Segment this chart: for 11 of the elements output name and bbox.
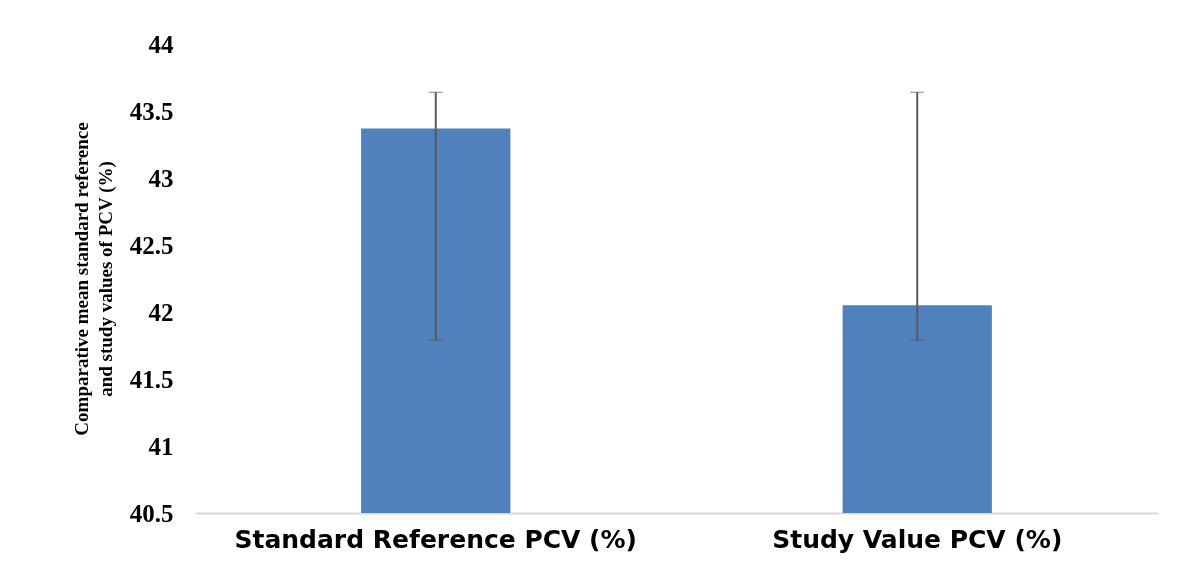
y-tick-label: 44 [148,30,174,58]
y-tick-label: 43 [148,164,174,192]
y-tick-label: 40.5 [129,499,174,527]
y-tick-label: 42.5 [129,231,174,259]
x-tick-label: Study Value PCV (%) [772,524,1063,554]
y-tick-label: 42 [148,298,174,326]
y-axis-title: Comparative mean standard reference and study values of PCV (%) [70,122,117,436]
y-tick-label: 41 [148,432,174,460]
y-tick-label: 43.5 [129,97,174,125]
x-tick-label: Standard Reference PCV (%) [234,524,638,554]
y-tick-label: 41.5 [129,365,174,393]
